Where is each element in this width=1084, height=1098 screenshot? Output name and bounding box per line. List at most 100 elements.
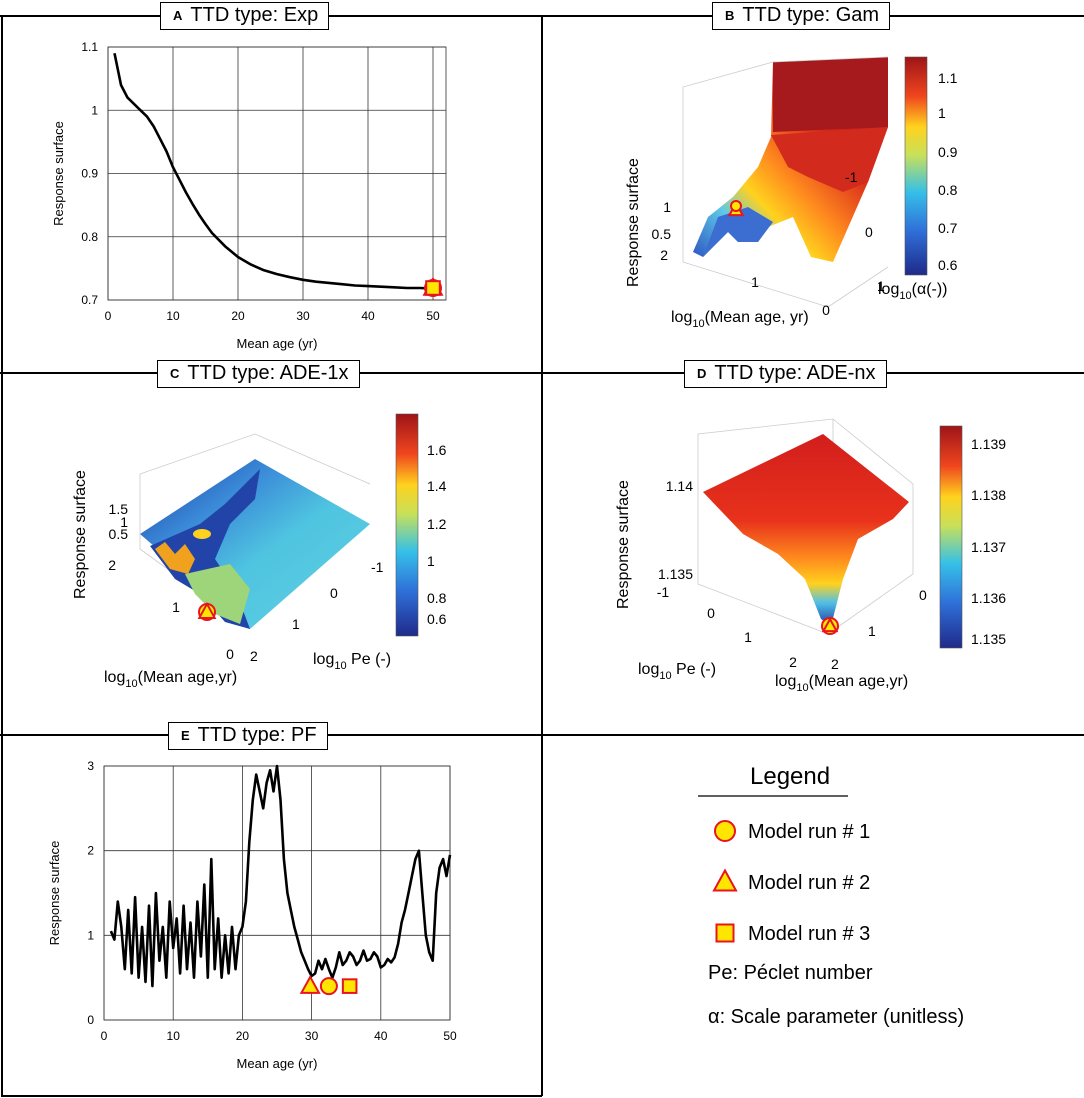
legend-title: Legend [750, 763, 830, 790]
y-tick-label: 1.1 [81, 40, 98, 54]
marker-circle [730, 200, 742, 212]
panel-title-text: TTD type: Gam [742, 4, 880, 26]
plot-frame [107, 46, 447, 301]
series-line [113, 53, 434, 290]
z-tick-label: 1 [120, 514, 128, 530]
x-tick-label: 2 [831, 656, 839, 672]
y-tick-label: 1 [744, 629, 752, 645]
axis-ticks-d: 1.14 1.135 0 1 2 -1 0 1 2 [657, 478, 927, 672]
axes-box-b [682, 56, 889, 308]
series-line [109, 764, 452, 988]
markers-d [821, 617, 839, 635]
x-axis-label: Mean age (yr) [237, 1056, 318, 1071]
colorbar-tick-label: 1.137 [971, 539, 1006, 555]
y-tick-label: -1 [657, 584, 670, 600]
panel-title-text: TTD type: ADE-nx [714, 362, 876, 384]
markers-c [197, 601, 217, 621]
panel-title-text: TTD type: Exp [190, 4, 319, 26]
grid-line-left [1, 15, 3, 1095]
x-tick-label: 40 [361, 309, 375, 323]
colorbar-tick-label: 0.9 [938, 144, 958, 160]
colorbar-tick-label: 1.135 [971, 631, 1006, 647]
legend-marker-square [715, 923, 735, 943]
panel-e-title: E TTD type: PF [168, 722, 328, 750]
y-tick-label: 2 [789, 654, 797, 670]
x-tick-label: 1 [868, 623, 876, 639]
y-axis-label: log10 Pe (-) [313, 651, 391, 672]
grid-line-vertical-e [541, 734, 543, 1096]
legend-item-label: Model run # 2 [748, 872, 870, 894]
x-axis-label: log10(Mean age, yr) [671, 309, 809, 330]
colorbar-tick-label: 0.6 [427, 611, 447, 627]
x-tick-label: 30 [305, 1029, 319, 1043]
z-tick-label: 1.5 [109, 501, 129, 517]
x-tick-label: 20 [231, 309, 245, 323]
legend-graphic: Legend Model run # 1 Model run # 2 Model r… [698, 763, 964, 1028]
surface-c [140, 459, 370, 629]
marker-triangle [821, 617, 839, 633]
colorbar-tick-label: 1.138 [971, 487, 1006, 503]
y-tick-label: 2 [250, 648, 258, 664]
z-axis-label: Response surface [625, 158, 642, 287]
legend-item-label: Model run # 3 [748, 923, 870, 945]
chart-a: 0 10 20 30 40 50 0.7 0.8 0.9 1 1.1 Mean age (yr) Res… [51, 40, 447, 351]
panel-a-title: A TTD type: Exp [160, 2, 330, 30]
colorbar-tick-label: 1.136 [971, 590, 1006, 606]
legend-marker-circle [714, 820, 736, 842]
z-axis-label: Response surface [72, 470, 89, 599]
z-tick-label: 1.14 [666, 478, 693, 494]
marker-square [341, 978, 358, 994]
y-axis-label: log10(α(-)) [878, 281, 948, 302]
panel-letter: E [181, 728, 190, 743]
x-tick-label: 40 [374, 1029, 388, 1043]
colorbar-tick-label: 1.2 [427, 516, 447, 532]
marker-circle [319, 977, 338, 996]
x-tick-label: 0 [226, 646, 234, 662]
y-tick-label: 1 [292, 616, 300, 632]
z-tick-label: 1 [663, 199, 671, 215]
colorbar-tick-label: 1 [938, 105, 946, 121]
x-tick-label: 2 [108, 557, 116, 573]
panel-title-text: TTD type: ADE-1x [187, 362, 349, 384]
y-tick-label: 0 [330, 585, 338, 601]
colorbar-ticks-b: 1.1 1 0.9 0.8 0.7 0.6 [938, 70, 958, 273]
x-tick-label: 10 [166, 309, 180, 323]
panel-title-text: TTD type: PF [197, 724, 317, 746]
y-tick-label: 0.8 [81, 230, 98, 244]
legend-marker-triangle [712, 868, 738, 892]
y-tick-label: 0 [87, 1013, 94, 1027]
x-axis-label: Mean age (yr) [237, 336, 318, 351]
y-tick-label: 1 [87, 928, 94, 942]
y-tick-label: 0 [707, 605, 715, 621]
colorbar-tick-label: 0.7 [938, 220, 958, 236]
surface-b [693, 57, 888, 262]
x-tick-label: 10 [167, 1029, 181, 1043]
grid-line-vertical [541, 15, 543, 735]
y-tick-label: 0 [865, 224, 873, 240]
grid-line-bottom-e [1, 1095, 542, 1097]
y-tick-label: -1 [371, 559, 384, 575]
legend-note: Pe: Péclet number [708, 962, 873, 984]
colorbar-tick-label: 0.8 [427, 590, 447, 606]
colorbar-c [395, 413, 419, 637]
colorbar-d [939, 425, 963, 649]
panel-c-title: C TTD type: ADE-1x [157, 360, 360, 388]
legend-item-label: Model run # 1 [748, 821, 870, 843]
colorbar-tick-label: 1.6 [427, 442, 447, 458]
y-tick-label: 0.9 [81, 167, 98, 181]
axis-ticks-b: 1 0.5 2 1 0 -1 0 1 [652, 169, 885, 318]
x-axis-label: log10(Mean age,yr) [775, 673, 908, 694]
surface-d [703, 434, 909, 626]
panel-letter: B [725, 8, 735, 23]
colorbar-ticks-d: 1.139 1.138 1.137 1.136 1.135 [971, 436, 1006, 647]
markers-b [727, 200, 745, 217]
x-tick-label: 50 [426, 309, 440, 323]
z-tick-label: 0.5 [109, 526, 129, 542]
x-axis-label: log10(Mean age,yr) [104, 669, 237, 690]
colorbar-tick-label: 1.1 [938, 70, 958, 86]
legend-note: α: Scale parameter (unitless) [708, 1006, 964, 1028]
y-axis-label: Response surface [47, 841, 62, 946]
x-tick-label: 20 [236, 1029, 250, 1043]
x-tick-label: 30 [296, 309, 310, 323]
panel-letter: C [170, 366, 180, 381]
